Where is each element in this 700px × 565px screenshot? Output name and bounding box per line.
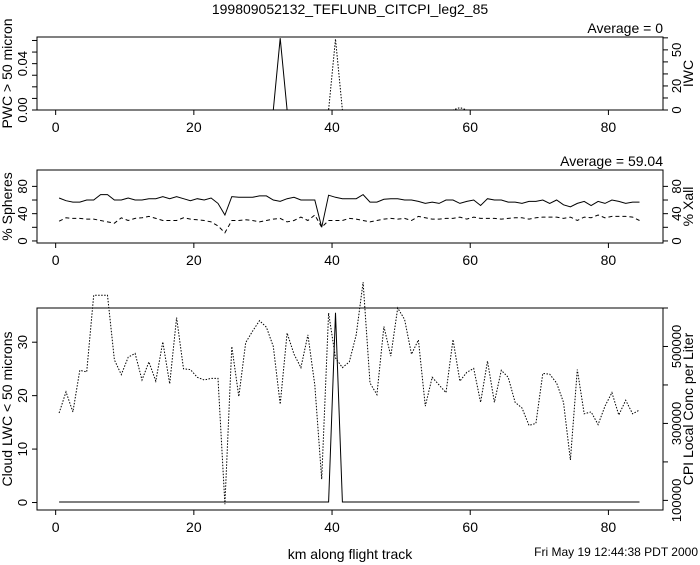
y-tick-label: 0.00 [15, 97, 30, 122]
y-right-tick-label: 40 [669, 206, 684, 220]
x-axis-label: km along flight track [288, 546, 413, 562]
x-tick-label: 0 [52, 519, 60, 535]
y-right-tick-label: 80 [669, 179, 684, 193]
x-tick-label: 60 [462, 252, 478, 268]
x-tick-label: 40 [324, 252, 340, 268]
x-tick-label: 60 [462, 119, 478, 135]
y-right-axis-label: IWC [680, 60, 696, 87]
x-tick-label: 60 [462, 519, 478, 535]
x-tick-label: 80 [601, 119, 617, 135]
series-line-solid [59, 38, 640, 111]
y-tick-label: 20 [15, 388, 30, 402]
y-right-tick-label: 0 [669, 106, 684, 113]
y-right-tick-label: 500000 [669, 325, 684, 368]
y-tick-label: 30 [15, 335, 30, 349]
series-line-dotted [59, 38, 640, 111]
x-tick-label: 40 [324, 119, 340, 135]
y-tick-label: 0 [15, 499, 30, 506]
plot-frame [36, 36, 664, 111]
y-tick-label: 0 [15, 237, 30, 244]
y-right-tick-label: 100000 [669, 479, 684, 522]
y-right-tick-label: 0 [669, 237, 684, 244]
y-axis-label: Cloud LWC < 50 microns [0, 332, 15, 487]
y-axis-label: PWC > 50 micron [0, 18, 15, 128]
series-line-dashed [58, 214, 640, 234]
y-tick-label: 80 [15, 179, 30, 193]
plot-frame [36, 307, 664, 511]
timestamp: Fri May 19 12:44:38 PDT 2000 [534, 545, 698, 559]
series-line-dotted [58, 282, 640, 505]
panel-1 [32, 36, 668, 115]
series-line-solid [59, 312, 640, 503]
x-tick-label: 0 [52, 119, 60, 135]
x-tick-label: 20 [186, 519, 202, 535]
average-annotation: Average = 0 [587, 20, 663, 36]
average-annotation: Average = 59.04 [560, 153, 663, 169]
x-tick-label: 80 [601, 252, 617, 268]
y-axis-label: % Spheres [0, 172, 15, 240]
y-right-axis-label: % Xall [680, 187, 696, 227]
x-tick-label: 40 [324, 519, 340, 535]
x-tick-label: 20 [186, 119, 202, 135]
y-tick-label: 40 [15, 206, 30, 220]
panel-3 [32, 282, 668, 515]
chart-title: 199809052132_TEFLUNB_CITCPI_leg2_85 [212, 1, 489, 17]
x-tick-label: 20 [186, 252, 202, 268]
x-tick-label: 0 [52, 252, 60, 268]
x-tick-label: 80 [601, 519, 617, 535]
y-right-tick-label: 300000 [669, 402, 684, 445]
y-tick-label: 10 [15, 442, 30, 456]
series-line-solid [58, 193, 640, 228]
y-right-tick-label: 50 [669, 43, 684, 57]
y-tick-label: 0.04 [15, 51, 30, 76]
y-right-axis-label: CPI Local Conc per Liter [680, 332, 696, 485]
plot-frame [36, 169, 664, 244]
y-right-tick-label: 20 [669, 79, 684, 93]
panel-2 [32, 169, 668, 248]
